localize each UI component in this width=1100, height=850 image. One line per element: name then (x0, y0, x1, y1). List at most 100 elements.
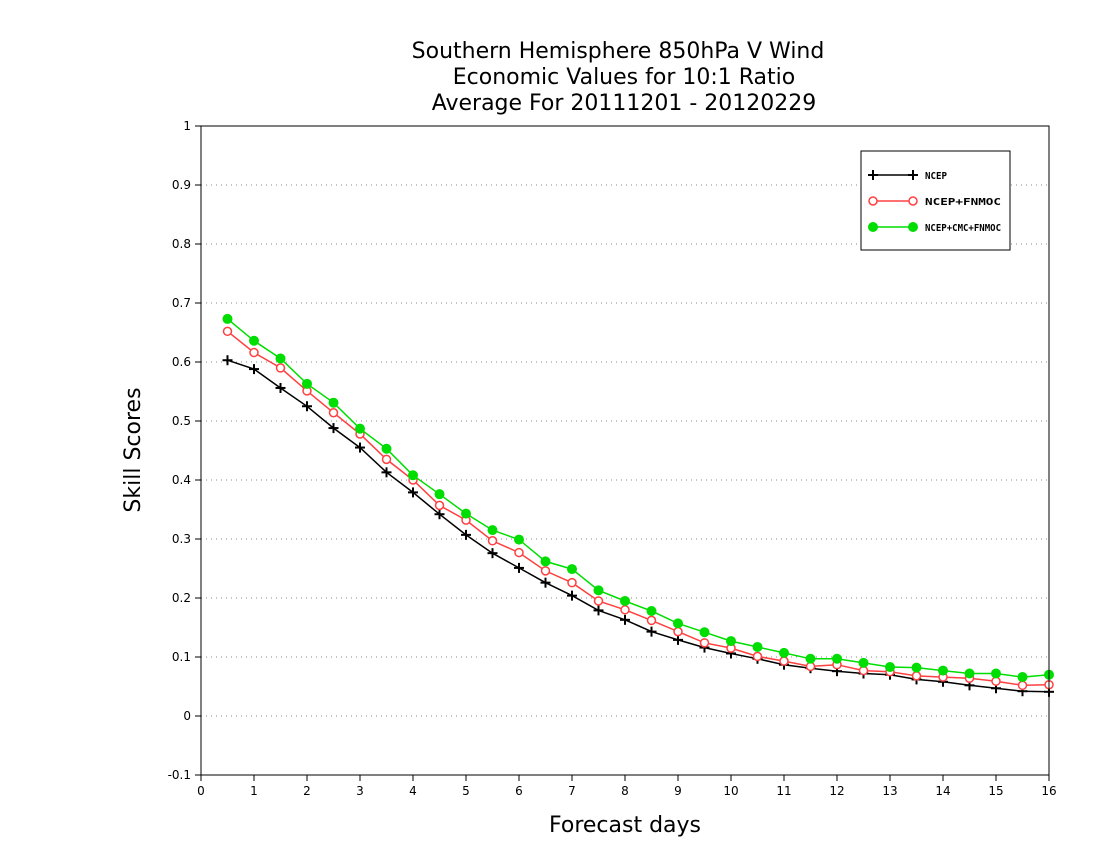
y-tick-label: 1 (183, 119, 191, 133)
data-point (540, 556, 551, 567)
data-point (938, 665, 948, 676)
data-point (540, 566, 551, 576)
data-point (222, 313, 233, 324)
data-point (461, 508, 471, 519)
data-point (991, 668, 1001, 679)
y-tick-label: 0 (183, 709, 191, 723)
x-tick-label: 13 (882, 784, 897, 798)
data-point (222, 355, 233, 366)
data-point (673, 618, 683, 629)
data-point (328, 397, 339, 408)
legend-entry: NCEP+FNMOC (868, 196, 1001, 208)
data-point (911, 671, 922, 681)
data-point (408, 470, 418, 481)
data-point (487, 536, 498, 546)
x-tick-label: 5 (462, 784, 470, 798)
data-point (302, 378, 312, 389)
data-point (752, 651, 763, 662)
title-line-3: Average For 20111201 - 20120229 (432, 91, 817, 116)
y-tick-label: 0.3 (172, 532, 191, 546)
x-tick-label: 12 (829, 784, 844, 798)
y-axis-label: Skill Scores (121, 387, 146, 512)
data-point (434, 489, 445, 500)
data-point (461, 529, 471, 540)
series-line (227, 330, 1050, 687)
data-point (646, 615, 657, 626)
data-point (355, 423, 365, 434)
y-tick-label: -0.1 (168, 768, 191, 782)
data-point (275, 363, 286, 373)
data-point (487, 525, 498, 536)
data-point (434, 509, 445, 520)
data-point (885, 662, 895, 673)
data-point (381, 467, 392, 478)
data-point (752, 641, 763, 652)
x-axis-ticks: 0 1 2 3 4 5 6 7 8 9 10 11 12 13 14 15 16 (197, 775, 1057, 798)
x-tick-label: 4 (409, 784, 417, 798)
x-tick-label: 16 (1041, 784, 1056, 798)
y-tick-label: 0.2 (172, 591, 191, 605)
title-line-1: Southern Hemisphere 850hPa V Wind (412, 39, 825, 64)
x-tick-label: 2 (303, 784, 311, 798)
data-point (302, 401, 312, 412)
data-point (275, 353, 286, 364)
data-point (328, 423, 339, 434)
data-point (275, 382, 286, 393)
y-tick-label: 0.7 (172, 296, 191, 310)
series-line (227, 359, 1050, 693)
data-point (540, 577, 551, 588)
data-point (908, 170, 918, 180)
x-tick-label: 7 (568, 784, 576, 798)
chart-title: Southern Hemisphere 850hPa V Wind Econom… (412, 39, 825, 116)
x-tick-label: 3 (356, 784, 364, 798)
series-layer (222, 313, 1054, 697)
data-point (908, 196, 918, 206)
x-axis-label: Forecast days (549, 813, 701, 838)
data-point (249, 364, 259, 375)
data-point (249, 335, 259, 346)
gridlines (201, 184, 1049, 717)
series-2 (222, 326, 1054, 691)
data-point (381, 443, 392, 454)
data-point (328, 407, 339, 418)
data-point (726, 636, 736, 647)
legend-label: NCEP+FNMOC (925, 197, 1001, 208)
data-point (673, 634, 683, 645)
data-point (593, 596, 604, 606)
data-point (673, 626, 683, 637)
data-point (514, 534, 524, 545)
y-tick-label: 0.4 (172, 473, 191, 487)
data-point (779, 656, 789, 666)
data-point (487, 548, 498, 559)
data-point (868, 222, 878, 232)
x-tick-label: 9 (674, 784, 682, 798)
x-tick-label: 8 (621, 784, 629, 798)
data-point (567, 590, 577, 601)
data-point (514, 562, 524, 573)
series-line (227, 318, 1050, 678)
y-tick-label: 0.5 (172, 414, 191, 428)
data-point (408, 487, 418, 498)
data-point (805, 653, 816, 664)
data-point (868, 170, 878, 180)
data-point (355, 442, 365, 453)
data-point (620, 605, 630, 615)
data-point (646, 626, 657, 637)
x-tick-label: 0 (197, 784, 205, 798)
data-point (858, 657, 869, 668)
data-point (620, 595, 630, 606)
data-point (620, 614, 630, 625)
series-3 (222, 313, 1054, 683)
data-point (699, 638, 710, 648)
data-point (964, 668, 975, 679)
x-tick-label: 14 (935, 784, 950, 798)
title-line-2: Economic Values for 10:1 Ratio (453, 65, 795, 90)
data-point (567, 564, 577, 575)
data-point (1017, 672, 1028, 683)
data-point (908, 222, 918, 232)
data-point (222, 326, 233, 337)
data-point (779, 647, 789, 658)
y-tick-label: 0.6 (172, 355, 191, 369)
data-point (567, 577, 577, 588)
